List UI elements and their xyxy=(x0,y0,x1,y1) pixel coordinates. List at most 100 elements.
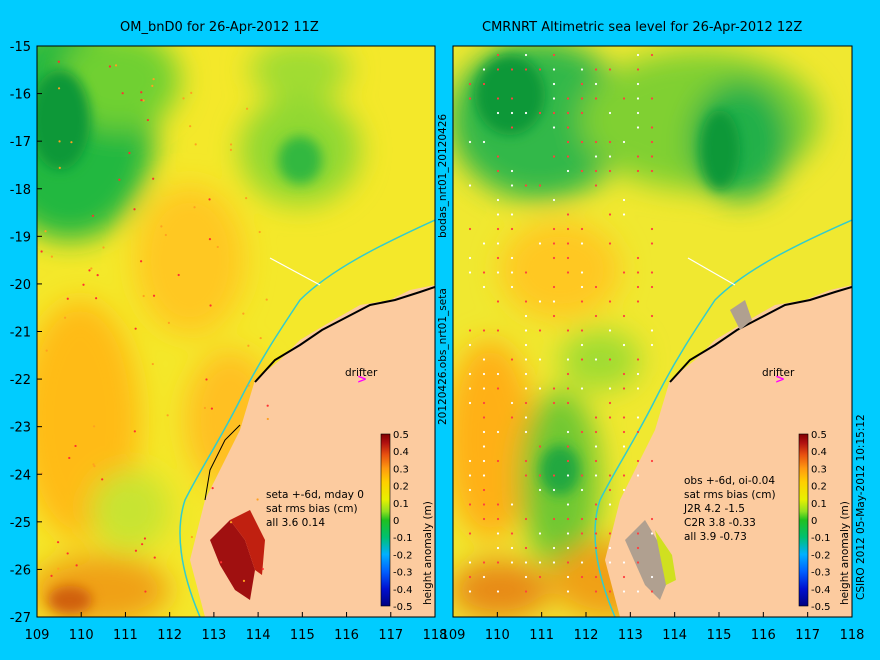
obs-dot xyxy=(580,169,584,173)
obs-dot xyxy=(482,271,486,274)
obs-dot xyxy=(524,358,528,361)
obs-dot xyxy=(552,488,556,492)
obs-dot xyxy=(594,575,598,579)
obs-dot xyxy=(608,387,612,390)
obs-dot xyxy=(608,111,612,115)
y-tick-label: -15 xyxy=(10,40,31,55)
obs-dot xyxy=(538,184,542,187)
obs-dot xyxy=(650,155,654,158)
right-stat-line: C2R 3.8 -0.33 xyxy=(684,517,756,529)
obs-dot xyxy=(552,387,556,390)
obs-dot xyxy=(538,561,542,564)
obs-dot xyxy=(164,233,167,237)
obs-dot xyxy=(594,590,598,593)
obs-dot xyxy=(245,197,248,200)
obs-dot xyxy=(580,329,584,332)
obs-dot xyxy=(650,575,654,579)
obs-dot xyxy=(636,546,640,550)
obs-dot xyxy=(140,91,143,94)
obs-dot xyxy=(510,503,514,506)
obs-dot xyxy=(66,552,69,555)
obs-dot xyxy=(524,271,528,274)
obs-dot xyxy=(566,546,570,550)
obs-dot xyxy=(566,213,570,216)
obs-dot xyxy=(636,387,640,390)
obs-dot xyxy=(259,336,262,340)
y-tick-label: -20 xyxy=(10,278,31,293)
obs-dot xyxy=(608,358,612,361)
right-panel-title: CMRNRT Altimetric sea level for 26-Apr-2… xyxy=(482,20,803,35)
x-tick-label: 111 xyxy=(529,628,554,643)
obs-dot xyxy=(58,140,61,143)
obs-dot xyxy=(552,300,556,303)
obs-dot xyxy=(496,372,500,376)
obs-dot xyxy=(566,401,570,405)
obs-dot xyxy=(552,517,556,521)
obs-dot xyxy=(524,517,528,521)
obs-dot xyxy=(189,125,192,128)
obs-dot xyxy=(566,532,570,535)
right-stat-line: obs +-6d, oi-0.04 xyxy=(684,475,775,487)
obs-dot xyxy=(524,300,528,303)
obs-dot xyxy=(524,430,528,434)
obs-dot xyxy=(580,227,584,231)
left-drifter-marker: > xyxy=(357,372,367,386)
obs-dot xyxy=(622,343,626,347)
obs-dot xyxy=(524,111,528,115)
obs-dot xyxy=(468,590,472,593)
obs-dot xyxy=(580,82,584,86)
obs-dot xyxy=(580,300,584,303)
obs-dot xyxy=(580,575,584,579)
obs-dot xyxy=(121,92,124,95)
obs-dot xyxy=(650,53,654,57)
obs-dot xyxy=(57,567,60,570)
obs-dot xyxy=(95,297,98,300)
obs-dot xyxy=(219,561,223,564)
obs-dot xyxy=(566,561,570,564)
obs-dot xyxy=(482,140,486,144)
obs-dot xyxy=(209,304,212,307)
obs-dot xyxy=(496,68,500,71)
obs-dot xyxy=(538,111,542,115)
obs-dot xyxy=(566,242,570,245)
obs-dot xyxy=(636,285,640,289)
obs-dot xyxy=(468,532,472,535)
obs-dot xyxy=(482,242,486,245)
obs-dot xyxy=(261,567,264,571)
obs-dot xyxy=(134,327,137,330)
obs-dot xyxy=(622,488,626,492)
obs-dot xyxy=(510,561,514,564)
obs-dot xyxy=(636,532,640,535)
obs-dot xyxy=(608,488,612,492)
obs-dot xyxy=(566,169,570,173)
y-tick-label: -17 xyxy=(10,135,31,150)
obs-dot xyxy=(608,213,612,216)
obs-dot xyxy=(482,387,486,390)
obs-dot xyxy=(580,271,584,274)
right-colorbar-label: height anomaly (m) xyxy=(839,501,851,605)
obs-dot xyxy=(622,430,626,434)
obs-dot xyxy=(594,169,598,173)
obs-dot xyxy=(496,590,500,593)
obs-dot xyxy=(58,166,61,169)
x-tick-label: 115 xyxy=(290,628,315,643)
obs-dot xyxy=(636,358,640,361)
obs-dot xyxy=(552,198,556,202)
obs-dot xyxy=(144,590,147,593)
obs-dot xyxy=(552,53,556,57)
obs-dot xyxy=(524,53,528,57)
obs-dot xyxy=(510,97,514,100)
obs-dot xyxy=(524,329,528,332)
obs-dot xyxy=(242,579,246,582)
obs-dot xyxy=(594,517,598,521)
obs-dot xyxy=(91,214,95,217)
obs-dot xyxy=(580,561,584,564)
obs-dot xyxy=(608,546,612,550)
y-tick-label: -27 xyxy=(10,611,31,626)
obs-dot xyxy=(622,416,626,419)
obs-dot xyxy=(468,372,472,376)
obs-dot xyxy=(636,372,640,376)
x-tick-label: 112 xyxy=(157,628,182,643)
y-tick-label: -19 xyxy=(10,230,31,245)
